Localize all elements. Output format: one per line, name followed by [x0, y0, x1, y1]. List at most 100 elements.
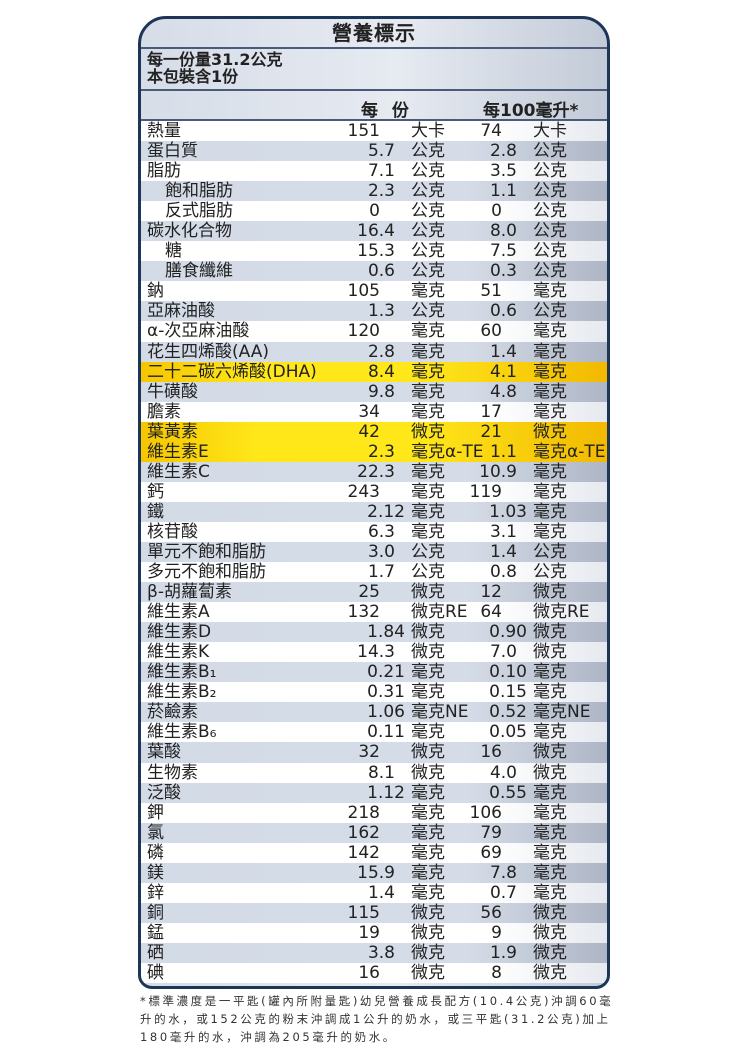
nutrient-row: 泛酸 1.12 毫克 0.55 毫克: [141, 782, 607, 803]
per-100ml-value: 0: [491, 201, 502, 222]
per-100ml-value: 74: [480, 121, 502, 141]
per-serving-unit: 微克: [411, 902, 445, 923]
per-serving-unit: 微克: [411, 622, 445, 643]
nutrient-name: 鈣: [147, 481, 164, 502]
per-100ml-value: 1.03: [489, 501, 527, 522]
per-100ml-unit: 微克RE: [533, 602, 590, 623]
per-100ml-value: 16: [480, 742, 502, 763]
nutrient-name: 菸鹼素: [147, 702, 198, 723]
per-serving-value: 8.4: [367, 361, 395, 382]
per-100ml-value: 10.9: [479, 461, 517, 482]
per-100ml-value: 0.55: [489, 782, 527, 803]
per-100ml-unit: 公克: [533, 141, 567, 162]
per-100ml-value: 7.0: [489, 642, 517, 663]
nutrient-row: 鉀 218 毫克 106 毫克: [141, 802, 607, 823]
per-100ml-unit: 毫克: [533, 722, 567, 743]
per-serving-unit: 公克: [411, 221, 445, 242]
nutrient-row: 膽素 34 毫克 17 毫克: [141, 401, 607, 422]
per-serving-value: 22.3: [357, 461, 395, 482]
nutrient-row: 維生素B₆ 0.11 毫克 0.05 毫克: [141, 722, 607, 743]
per-serving-unit: 毫克: [411, 802, 445, 823]
per-serving-value: 42: [358, 421, 380, 442]
nutrient-name: 維生素A: [147, 602, 210, 623]
nutrient-name: 反式脂肪: [165, 201, 233, 222]
per-100ml-unit: 微克: [533, 942, 567, 963]
nutrient-row: 錳 19 微克 9 微克: [141, 922, 607, 943]
nutrient-row: 熱量 151 大卡 74 大卡: [141, 121, 607, 142]
nutrient-row: 葉黃素 42 微克 21 微克: [141, 421, 607, 442]
nutrient-name: 單元不飽和脂肪: [147, 541, 266, 562]
nutrient-name: 生物素: [147, 762, 198, 783]
per-serving-value: 5.7: [367, 141, 395, 162]
per-100ml-value: 4.1: [489, 361, 517, 382]
per-100ml-unit: 微克: [533, 622, 567, 643]
per-serving-value: 162: [347, 822, 380, 843]
per-serving-header: 每 份: [361, 101, 413, 121]
nutrient-row: 鋅 1.4 毫克 0.7 毫克: [141, 882, 607, 903]
nutrient-row: 花生四烯酸(AA) 2.8 毫克 1.4 毫克: [141, 341, 607, 362]
per-serving-value: 2.12: [367, 501, 405, 522]
per-serving-value: 1.06: [367, 702, 405, 723]
per-serving-unit: 公克: [411, 141, 445, 162]
per-serving-value: 19: [358, 922, 380, 943]
nutrient-row: 鈣 243 毫克 119 毫克: [141, 481, 607, 502]
per-100ml-value: 106: [469, 802, 502, 823]
panel-title: 營養標示: [141, 19, 607, 49]
per-serving-unit: 毫克: [411, 822, 445, 843]
per-100ml-value: 4.8: [489, 381, 517, 402]
per-serving-unit: 毫克: [411, 662, 445, 683]
per-100ml-value: 4.0: [489, 762, 517, 783]
per-serving-value: 1.7: [367, 562, 395, 583]
per-100ml-header: 每100毫升*: [483, 101, 579, 121]
nutrient-name: 銅: [147, 902, 164, 923]
per-serving-value: 115: [347, 902, 380, 923]
per-serving-value: 105: [347, 281, 380, 302]
nutrient-name: 脂肪: [147, 161, 181, 182]
nutrient-table: 熱量 151 大卡 74 大卡 蛋白質 5.7 公克 2.8 公克 脂肪 7.1 公克 3.5 公克 飽和脂肪…: [141, 121, 607, 984]
per-100ml-unit: 微克: [533, 421, 567, 442]
per-100ml-value: 17: [480, 401, 502, 422]
per-serving-unit: 微克: [411, 762, 445, 783]
nutrient-row: 蛋白質 5.7 公克 2.8 公克: [141, 141, 607, 162]
per-serving-value: 0.31: [367, 682, 405, 703]
per-serving-unit: 微克: [411, 742, 445, 763]
per-serving-unit: 毫克: [411, 682, 445, 703]
nutrient-row: 碘 16 微克 8 微克: [141, 962, 607, 984]
nutrient-row: β-胡蘿蔔素 25 微克 12 微克: [141, 582, 607, 603]
per-serving-value: 7.1: [367, 161, 395, 182]
per-serving-unit: 公克: [411, 301, 445, 322]
per-100ml-value: 8.0: [489, 221, 517, 242]
per-100ml-value: 0.6: [489, 301, 517, 322]
per-serving-value: 16: [358, 962, 380, 983]
per-100ml-value: 7.8: [489, 862, 517, 883]
per-serving-value: 8.1: [367, 762, 395, 783]
per-100ml-unit: 微克: [533, 642, 567, 663]
per-100ml-value: 9: [491, 922, 502, 943]
per-100ml-unit: 毫克: [533, 782, 567, 803]
per-serving-unit: 毫克: [411, 782, 445, 803]
per-serving-value: 2.8: [367, 341, 395, 362]
per-serving-value: 218: [347, 802, 380, 823]
nutrient-name: 花生四烯酸(AA): [147, 341, 269, 362]
nutrient-name: 氯: [147, 822, 164, 843]
nutrient-name: 泛酸: [147, 782, 181, 803]
nutrient-name: 多元不飽和脂肪: [147, 562, 266, 583]
nutrient-row: 維生素C 22.3 毫克 10.9 毫克: [141, 461, 607, 482]
nutrient-row: 反式脂肪 0 公克 0 公克: [141, 201, 607, 222]
per-100ml-value: 0.7: [489, 882, 517, 903]
nutrient-name: 維生素D: [147, 622, 212, 643]
per-100ml-value: 0.52: [489, 702, 527, 723]
per-100ml-unit: 毫克: [533, 461, 567, 482]
per-100ml-unit: 毫克: [533, 662, 567, 683]
per-serving-unit: 微克: [411, 922, 445, 943]
per-serving-unit: 微克: [411, 421, 445, 442]
per-100ml-unit: 毫克: [533, 501, 567, 522]
per-100ml-value: 0.15: [489, 682, 527, 703]
nutrient-row: 核苷酸 6.3 毫克 3.1 毫克: [141, 521, 607, 542]
nutrient-row: 亞麻油酸 1.3 公克 0.6 公克: [141, 301, 607, 322]
per-serving-value: 32: [358, 742, 380, 763]
nutrient-row: 鐵 2.12 毫克 1.03 毫克: [141, 501, 607, 522]
per-100ml-value: 2.8: [489, 141, 517, 162]
per-100ml-unit: 毫克: [533, 381, 567, 402]
nutrient-name: 鉀: [147, 802, 164, 823]
